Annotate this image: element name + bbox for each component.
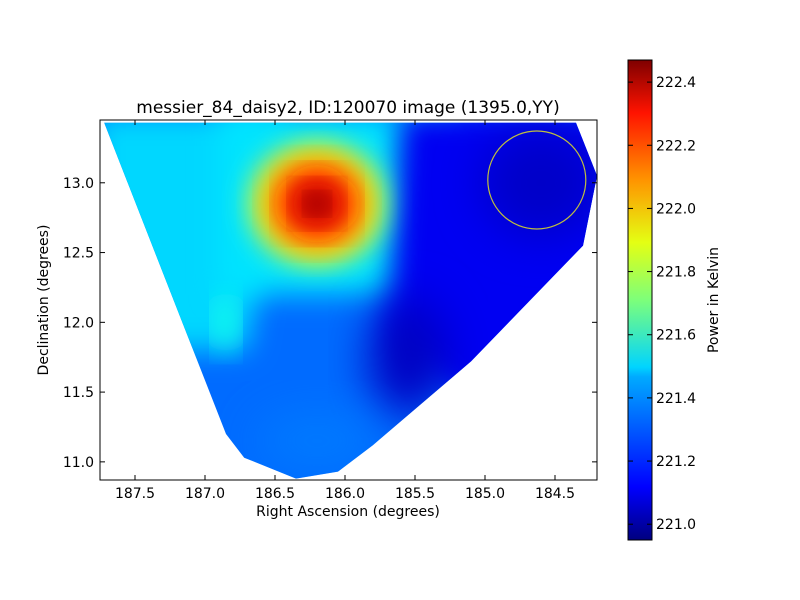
colorbar-tick-label: 221.4: [656, 391, 696, 407]
colorbar-tick-label: 221.2: [656, 454, 696, 470]
chart-title: messier_84_daisy2, ID:120070 image (1395…: [136, 98, 559, 118]
y-tick-label: 12.0: [63, 315, 94, 331]
colorbar-label: Power in Kelvin: [706, 247, 722, 353]
heat-region-circle-area: [481, 127, 597, 238]
colorbar-tick-label: 222.0: [656, 201, 696, 217]
colorbar-ticks: 221.0 221.2 221.4 221.6 221.8 222.0 222.2 222.4: [628, 75, 696, 533]
x-axis: 187.5 187.0 186.5 186.0 185.5 185.0 184.5: [115, 120, 575, 502]
x-tick-label: 185.0: [465, 486, 505, 502]
plot-frame: [99, 119, 598, 481]
y-tick-label: 13.0: [63, 176, 94, 192]
colorbar-tick-label: 221.6: [656, 328, 696, 344]
colorbar-tick-label: 222.4: [656, 75, 696, 91]
hot-spot-level-5: [306, 193, 328, 214]
colorbar-tick-label: 221.8: [656, 265, 696, 281]
y-axis: 11.0 11.5 12.0 12.5 13.0: [63, 176, 597, 471]
x-tick-label: 187.0: [185, 486, 225, 502]
heat-region-south: [257, 410, 377, 471]
colorbar: 221.0 221.2 221.4 221.6 221.8 222.0 222.2 222.4…: [627, 59, 722, 541]
heatmap-image: [104, 122, 597, 479]
x-tick-label: 187.5: [115, 486, 155, 502]
x-tick-label: 184.5: [535, 486, 575, 502]
y-tick-label: 12.5: [63, 246, 94, 262]
colorbar-gradient: [627, 59, 653, 541]
colorbar-tick-label: 222.2: [656, 138, 696, 154]
x-tick-label: 186.5: [255, 486, 295, 502]
heat-region-southeast: [368, 297, 448, 418]
y-tick-label: 11.5: [63, 385, 94, 401]
heat-region-ridge: [214, 292, 238, 353]
x-tick-label: 186.0: [325, 486, 365, 502]
colorbar-tick-label: 221.0: [656, 517, 696, 533]
circle-marker: [487, 130, 587, 230]
plot-area: 187.5 187.0 186.5 186.0 185.5 185.0 184.5 11.0…: [63, 119, 598, 502]
y-tick-label: 11.0: [63, 455, 94, 471]
x-tick-label: 185.5: [395, 486, 435, 502]
x-axis-label: Right Ascension (degrees): [256, 504, 440, 520]
y-axis-label: Declination (degrees): [36, 225, 52, 376]
